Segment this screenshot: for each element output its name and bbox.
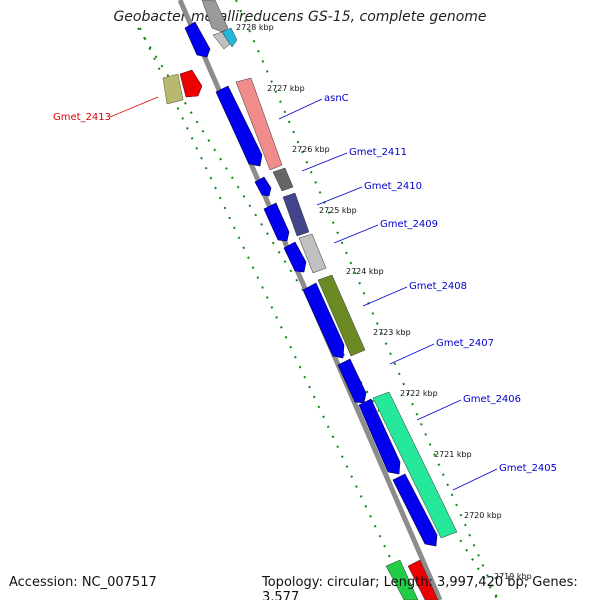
gene-arrow-red <box>179 69 203 98</box>
label-2405: Gmet_2405 <box>499 463 557 474</box>
leader-2407 <box>389 343 435 365</box>
gene-labels: asnC Gmet_2411 Gmet_2410 Gmet_2409 Gmet_… <box>53 93 557 491</box>
label-2408: Gmet_2408 <box>409 281 467 292</box>
kbp-tick-2728: 2728 kbp <box>236 23 274 32</box>
feature-track <box>201 0 458 600</box>
accession-text: Accession: NC_007517 <box>9 575 157 590</box>
gene-bar-2406 <box>372 391 458 539</box>
gene-bar-2409 <box>298 233 327 274</box>
leader-2413 <box>109 96 159 118</box>
kbp-tick-2721: 2721 kbp <box>434 450 472 459</box>
gene-bar-2408 <box>317 274 366 357</box>
label-2407: Gmet_2407 <box>436 338 494 349</box>
kbp-tick-2727: 2727 kbp <box>267 84 305 93</box>
gene-bar-2411 <box>272 167 294 192</box>
forward-cds-track <box>184 21 438 547</box>
label-2413: Gmet_2413 <box>53 112 111 123</box>
label-2410: Gmet_2410 <box>364 181 422 192</box>
kbp-tick-2723: 2723 kbp <box>373 328 411 337</box>
label-2411: Gmet_2411 <box>349 147 407 158</box>
cds-arrow <box>215 85 263 167</box>
kbp-tick-2726: 2726 kbp <box>292 145 330 154</box>
leader-2408 <box>362 286 408 307</box>
cds-arrow <box>263 202 290 242</box>
gene-bar-bottom-b <box>407 559 439 600</box>
cds-arrow <box>358 398 401 475</box>
gene-bar-2413 <box>162 73 184 105</box>
kbp-ticks: 2728 kbp 2727 kbp 2726 kbp 2725 kbp 2724… <box>236 23 532 581</box>
gene-bar-asnC <box>235 77 283 171</box>
leader-asnC <box>278 98 323 120</box>
label-asnC: asnC <box>324 93 349 104</box>
kbp-tick-2725: 2725 kbp <box>319 206 357 215</box>
gene-bar-bottom-a <box>385 559 419 600</box>
kbp-tick-2724: 2724 kbp <box>346 267 384 276</box>
left-ruler <box>139 27 411 600</box>
gene-bar-top-a <box>201 0 229 33</box>
leader-2406 <box>416 399 462 421</box>
topology-text: Topology: circular; Length: 3,997,420 bp… <box>262 575 578 600</box>
cds-arrow <box>184 21 211 58</box>
leader-2411 <box>301 152 348 172</box>
gene-bar-top-c <box>221 27 238 48</box>
gene-bar-2410 <box>282 192 310 237</box>
cds-arrow <box>283 241 307 273</box>
leader-2410 <box>316 186 363 206</box>
cds-arrow <box>254 176 272 197</box>
label-2406: Gmet_2406 <box>463 394 521 405</box>
cds-arrow <box>392 473 438 547</box>
kbp-tick-2720: 2720 kbp <box>464 511 502 520</box>
kbp-tick-2719: 2719 kbp <box>494 572 532 581</box>
cds-arrow <box>337 358 367 404</box>
leader-2405 <box>452 468 498 491</box>
label-2409: Gmet_2409 <box>380 219 438 230</box>
leader-2409 <box>333 224 379 244</box>
cds-arrow <box>302 282 345 359</box>
kbp-tick-2722: 2722 kbp <box>400 389 438 398</box>
